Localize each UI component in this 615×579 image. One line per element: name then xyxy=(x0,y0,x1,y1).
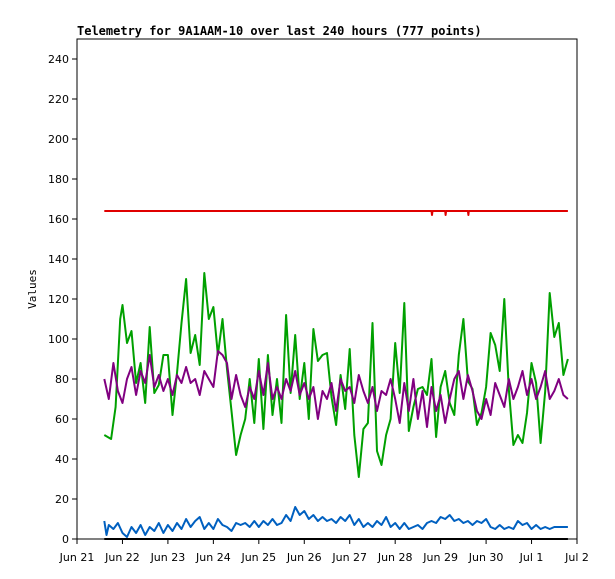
chart-title: Telemetry for 9A1AAM-10 over last 240 ho… xyxy=(77,24,482,38)
x-tick-label: Jun 28 xyxy=(377,551,413,564)
x-tick-label: Jun 27 xyxy=(331,551,367,564)
y-tick-label: 80 xyxy=(55,373,69,386)
series-layer xyxy=(103,210,569,540)
x-tick-label: Jun 29 xyxy=(422,551,458,564)
plot-area xyxy=(76,38,578,540)
y-tick-label: 200 xyxy=(48,133,69,146)
x-tick-label: Jun 26 xyxy=(286,551,322,564)
y-tick-label: 120 xyxy=(48,293,69,306)
y-tick-label: 100 xyxy=(48,333,69,346)
x-tick-label: Jul 2 xyxy=(564,551,589,564)
x-tick-label: Jun 25 xyxy=(240,551,276,564)
y-tick-label: 20 xyxy=(55,493,69,506)
series-line-0 xyxy=(104,210,568,216)
y-tick-label: 160 xyxy=(48,213,69,226)
y-tick-label: 220 xyxy=(48,93,69,106)
y-tick-label: 240 xyxy=(48,53,69,66)
y-tick-label: 180 xyxy=(48,173,69,186)
y-tick-label: 140 xyxy=(48,253,69,266)
x-tick-label: Jun 23 xyxy=(150,551,186,564)
x-tick-label: Jun 21 xyxy=(59,551,95,564)
x-tick-label: Jun 24 xyxy=(195,551,231,564)
series-line-3 xyxy=(103,506,568,538)
y-tick-label: 40 xyxy=(55,453,69,466)
x-tick-label: Jun 22 xyxy=(104,551,140,564)
x-axis: Jun 21 Jun 22 Jun 23 Jun 24 Jun 25 Jun 26 Jun … xyxy=(59,539,589,564)
y-axis: 0 20 40 60 80 100 120 140 160 180 200 220 240 xyxy=(48,53,77,546)
y-axis-label: Values xyxy=(26,269,39,309)
y-tick-label: 60 xyxy=(55,413,69,426)
series-line-2 xyxy=(103,350,569,428)
y-tick-label: 0 xyxy=(62,533,69,546)
series-line-1 xyxy=(103,272,569,478)
x-tick-label: Jul 1 xyxy=(519,551,544,564)
x-tick-label: Jun 30 xyxy=(468,551,504,564)
